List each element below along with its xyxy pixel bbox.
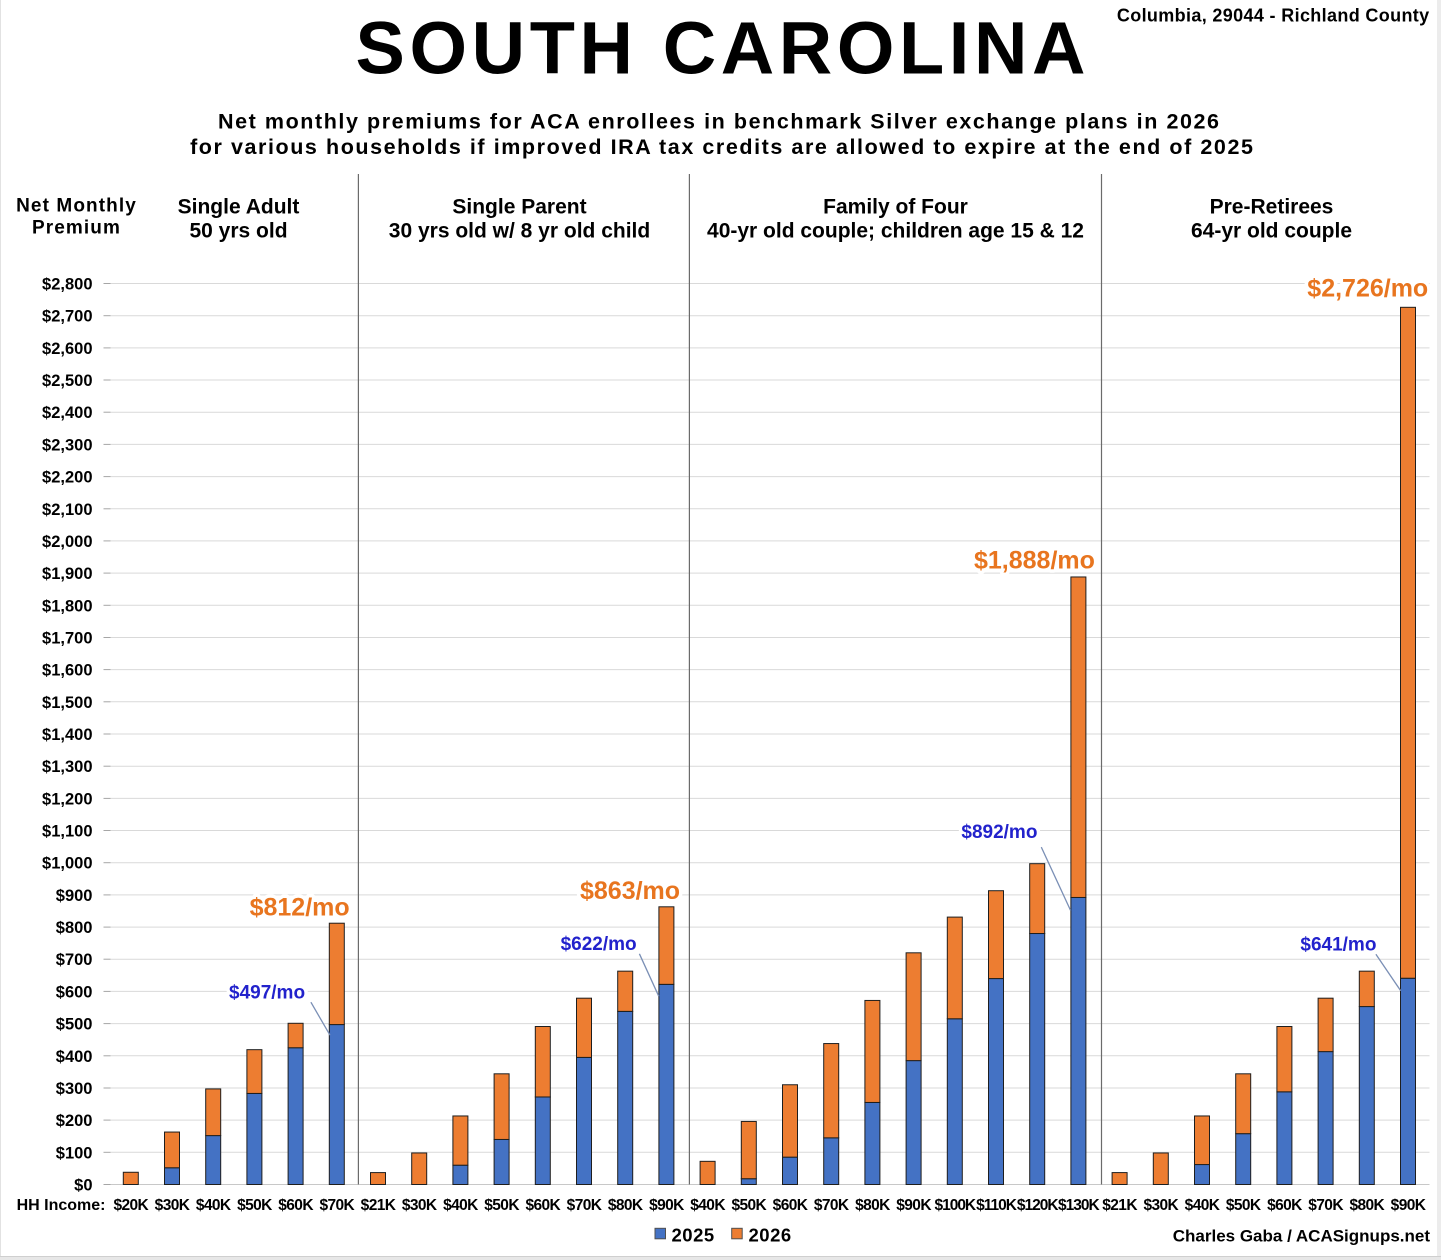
svg-text:$1,400: $1,400 [42,726,92,744]
svg-text:$40K: $40K [1185,1197,1221,1214]
svg-text:$2,800: $2,800 [42,276,92,294]
svg-text:$60K: $60K [1267,1197,1303,1214]
svg-text:$2,600: $2,600 [42,340,92,358]
svg-text:$1,300: $1,300 [42,758,92,776]
svg-text:$120K: $120K [1017,1197,1059,1214]
svg-text:$70K: $70K [567,1197,603,1214]
svg-text:$60K: $60K [278,1197,314,1214]
svg-text:$40K: $40K [690,1197,726,1214]
svg-text:$1,800: $1,800 [42,597,92,615]
svg-text:$1,888/mo: $1,888/mo [974,546,1095,574]
svg-text:$21K: $21K [361,1197,397,1214]
svg-text:$130K: $130K [1058,1197,1100,1214]
svg-text:$80K: $80K [855,1197,891,1214]
svg-text:50 yrs old: 50 yrs old [189,220,287,243]
svg-text:Pre-Retirees: Pre-Retirees [1210,196,1334,219]
svg-text:$400: $400 [56,1048,93,1066]
svg-text:$700: $700 [56,951,93,969]
svg-text:Single Parent: Single Parent [452,196,586,219]
svg-text:$1,600: $1,600 [42,662,92,680]
svg-text:$21K: $21K [1102,1197,1138,1214]
svg-text:$70K: $70K [1308,1197,1344,1214]
svg-text:$497/mo: $497/mo [229,982,305,1003]
svg-text:$641/mo: $641/mo [1300,935,1376,956]
svg-text:$892/mo: $892/mo [961,822,1037,843]
svg-text:$100: $100 [56,1144,93,1162]
svg-text:$2,100: $2,100 [42,501,92,519]
svg-text:$0: $0 [74,1177,92,1195]
svg-text:$2,400: $2,400 [42,404,92,422]
svg-text:$60K: $60K [525,1197,561,1214]
svg-text:$90K: $90K [1391,1197,1427,1214]
svg-text:$100K: $100K [934,1197,976,1214]
svg-text:$1,100: $1,100 [42,823,92,841]
svg-text:$1,900: $1,900 [42,565,92,583]
svg-text:64-yr old couple: 64-yr old couple [1191,220,1352,243]
svg-text:$40K: $40K [443,1197,479,1214]
svg-text:$110K: $110K [976,1197,1018,1214]
svg-text:$50K: $50K [484,1197,520,1214]
svg-text:$30K: $30K [1143,1197,1179,1214]
svg-text:$1,700: $1,700 [42,630,92,648]
svg-text:$70K: $70K [319,1197,355,1214]
svg-text:$800: $800 [56,919,93,937]
svg-text:2025: 2025 [672,1225,715,1246]
svg-text:Single Adult: Single Adult [178,196,300,219]
svg-text:$50K: $50K [237,1197,273,1214]
svg-text:$812/mo: $812/mo [250,894,350,922]
svg-text:$1,000: $1,000 [42,855,92,873]
svg-text:$500: $500 [56,1016,93,1034]
svg-text:$50K: $50K [731,1197,767,1214]
svg-text:$2,700: $2,700 [42,308,92,326]
svg-text:$30K: $30K [155,1197,191,1214]
svg-text:$2,500: $2,500 [42,372,92,390]
svg-text:Net Monthly: Net Monthly [16,196,137,217]
svg-text:$70K: $70K [814,1197,850,1214]
svg-text:$80K: $80K [1349,1197,1385,1214]
svg-text:$80K: $80K [608,1197,644,1214]
svg-text:Charles Gaba / ACASignups.net: Charles Gaba / ACASignups.net [1173,1227,1431,1246]
svg-text:$20K: $20K [113,1197,149,1214]
svg-text:$40K: $40K [196,1197,232,1214]
svg-text:$2,000: $2,000 [42,533,92,551]
svg-text:$2,300: $2,300 [42,436,92,454]
svg-text:$300: $300 [56,1080,93,1098]
svg-text:$1,200: $1,200 [42,790,92,808]
svg-text:HH Income:: HH Income: [17,1197,106,1214]
svg-text:for various households if impr: for various households if improved IRA t… [190,135,1254,159]
svg-text:40-yr old couple; children age: 40-yr old couple; children age 15 & 12 [707,220,1084,243]
svg-text:$90K: $90K [649,1197,685,1214]
svg-text:$60K: $60K [773,1197,809,1214]
svg-text:$30K: $30K [402,1197,438,1214]
svg-text:$863/mo: $863/mo [580,877,680,905]
svg-text:$900: $900 [56,887,93,905]
svg-text:$600: $600 [56,983,93,1001]
svg-text:Premium: Premium [32,218,121,239]
svg-text:$90K: $90K [896,1197,932,1214]
svg-text:$2,200: $2,200 [42,469,92,487]
svg-text:SOUTH CAROLINA: SOUTH CAROLINA [356,7,1090,90]
svg-text:Columbia, 29044 - Richland Cou: Columbia, 29044 - Richland County [1117,6,1430,26]
svg-text:$1,500: $1,500 [42,694,92,712]
svg-text:2026: 2026 [749,1225,792,1246]
svg-text:$2,726/mo: $2,726/mo [1307,275,1428,303]
svg-text:30 yrs old w/ 8 yr old child: 30 yrs old w/ 8 yr old child [389,220,650,243]
svg-text:$50K: $50K [1226,1197,1262,1214]
svg-text:Family of Four: Family of Four [823,196,968,219]
svg-text:$200: $200 [56,1112,93,1130]
svg-text:$622/mo: $622/mo [561,934,637,955]
svg-text:Net monthly premiums for ACA e: Net monthly premiums for ACA enrollees i… [218,110,1221,134]
